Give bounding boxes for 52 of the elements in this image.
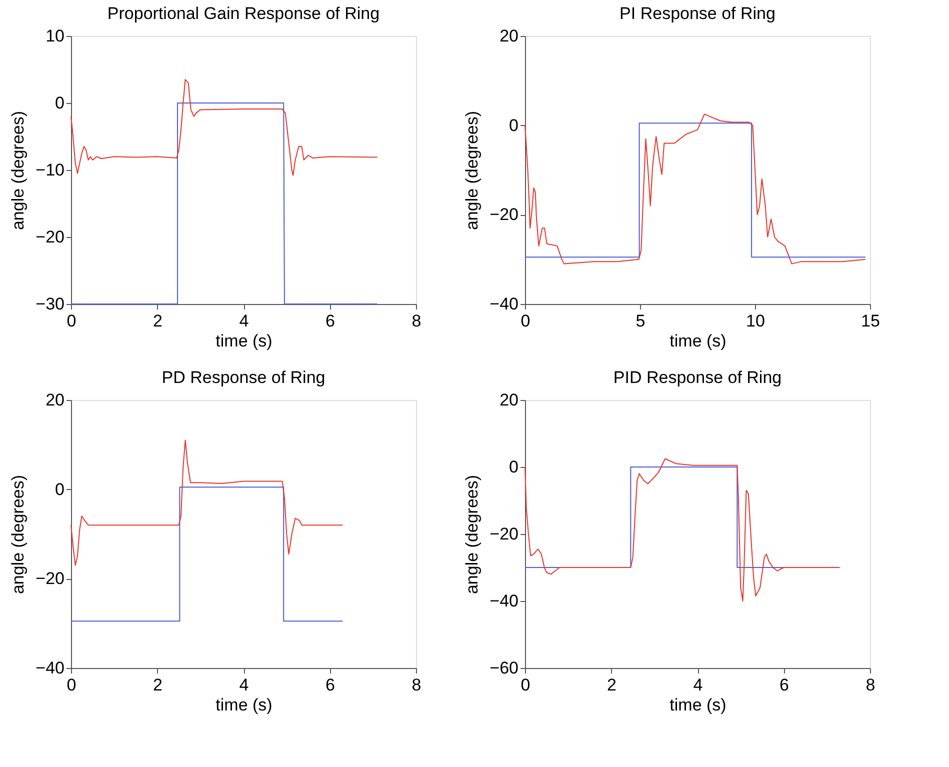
y-tick-label: −20: [490, 205, 518, 224]
x-tick-label: 5: [636, 312, 646, 330]
x-axis-title: time (s): [670, 332, 726, 350]
y-tick-label: 10: [46, 26, 64, 46]
y-tick-label: −40: [490, 294, 518, 314]
y-tick-label: 0: [509, 458, 518, 476]
x-axis-title: time (s): [216, 696, 272, 714]
y-tick-label: 20: [500, 26, 518, 46]
y-axis-title: angle (degrees): [8, 474, 28, 594]
line-series: [70, 440, 344, 566]
y-tick-label: 0: [55, 94, 64, 112]
y-tick-label: −40: [36, 658, 64, 678]
chart-title: PD Response of Ring: [162, 368, 326, 387]
x-tick-label: 0: [66, 312, 76, 330]
x-tick-label: 2: [153, 676, 162, 694]
y-tick-label: 20: [46, 390, 64, 410]
x-tick-label: 8: [866, 676, 876, 694]
x-tick-label: 8: [412, 676, 422, 694]
y-tick-label: 20: [500, 390, 518, 410]
y-tick-label: −40: [490, 592, 518, 610]
y-tick-label: 0: [55, 480, 64, 499]
x-tick-label: 8: [412, 312, 422, 330]
x-tick-label: 6: [326, 676, 335, 694]
y-tick-label: −10: [36, 160, 64, 180]
x-tick-label: 4: [239, 676, 249, 694]
y-axis-title: angle (degrees): [462, 110, 482, 230]
x-tick-label: 0: [66, 676, 76, 694]
y-axis-title: angle (degrees): [8, 110, 28, 230]
y-tick-label: −20: [36, 228, 64, 246]
x-axis-title: time (s): [670, 696, 726, 714]
x-tick-label: 2: [153, 312, 162, 330]
x-tick-label: 0: [520, 312, 530, 330]
y-tick-label: −30: [36, 294, 64, 314]
line-series: [524, 458, 840, 602]
y-tick-label: −20: [36, 569, 64, 588]
y-axis-title: angle (degrees): [462, 474, 482, 594]
x-tick-label: 10: [746, 312, 765, 330]
chart-title: PI Response of Ring: [620, 4, 776, 23]
x-tick-label: 15: [861, 312, 880, 330]
x-tick-label: 0: [520, 676, 530, 694]
y-tick-label: −60: [490, 658, 518, 678]
chart-title: Proportional Gain Response of Ring: [107, 4, 380, 23]
x-axis-title: time (s): [216, 332, 272, 350]
x-tick-label: 2: [607, 676, 616, 694]
x-tick-label: 6: [326, 312, 335, 330]
x-tick-label: 4: [239, 312, 249, 330]
y-tick-label: −20: [490, 524, 518, 544]
y-tick-label: 0: [509, 116, 518, 135]
chart-title: PID Response of Ring: [613, 368, 782, 387]
x-tick-label: 6: [780, 676, 789, 694]
x-tick-label: 4: [693, 676, 703, 694]
line-series: [70, 79, 378, 176]
